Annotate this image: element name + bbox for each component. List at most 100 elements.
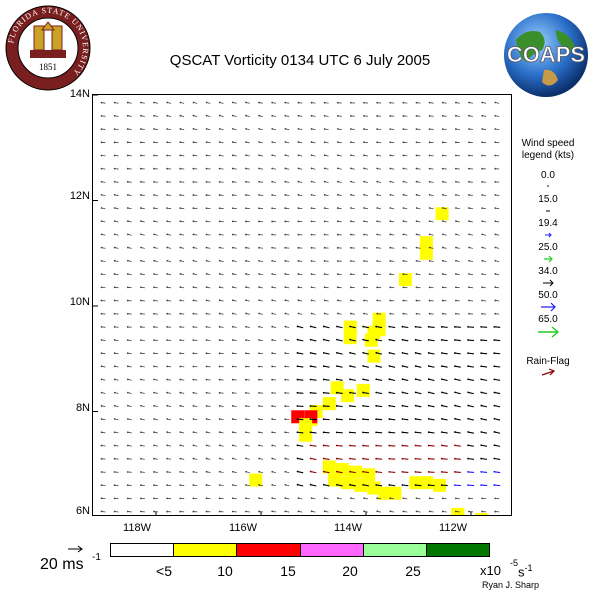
wind-vector-head	[192, 457, 195, 460]
wind-vector-head	[336, 325, 338, 328]
wind-vector-head	[467, 417, 470, 420]
wind-vector-head	[389, 167, 392, 170]
wind-vector-head	[297, 220, 300, 223]
wind-vector-head	[363, 260, 365, 262]
wind-vector	[481, 431, 488, 434]
wind-vector-head	[140, 444, 142, 447]
wind-vector-head	[100, 339, 103, 341]
wind-vector-head	[284, 114, 287, 117]
wind-vector-head	[297, 207, 300, 210]
wind-vector-head	[323, 154, 326, 157]
wind-vector-head	[336, 299, 339, 302]
wind-vector-head	[349, 101, 352, 104]
wind-vector-head	[310, 286, 313, 289]
wind-vector-head	[166, 167, 169, 170]
wind-vector-head	[126, 273, 129, 275]
wind-vector-head	[100, 431, 103, 434]
legend-value: 19.4	[538, 218, 558, 229]
wind-vector-head	[258, 220, 260, 223]
wind-vector-head	[166, 128, 169, 130]
wind-vector-head	[231, 312, 234, 315]
wind-vector-head	[428, 180, 431, 183]
wind-vector-head	[179, 510, 182, 513]
wind-vector-head	[310, 510, 313, 513]
wind-vector-head	[402, 260, 405, 262]
wind-vector-head	[179, 273, 182, 275]
wind-vector-head	[205, 114, 208, 117]
wind-vector-head	[258, 510, 260, 513]
vorticity-cell	[419, 246, 433, 260]
wind-vector-head	[179, 484, 182, 487]
wind-vector	[310, 484, 317, 487]
wind-vector-head	[284, 431, 287, 434]
wind-vector-head	[428, 312, 431, 315]
wind-vector-head	[166, 286, 169, 289]
wind-vector-head	[415, 259, 418, 262]
wind-vector-head	[179, 352, 182, 355]
wind-vector-head	[297, 128, 300, 130]
wind-vector-head	[323, 286, 326, 289]
wind-vector-head	[258, 154, 261, 157]
wind-vector-head	[271, 312, 274, 315]
wind-vector	[402, 365, 409, 368]
wind-vector-head	[284, 207, 287, 210]
wind-vector-head	[166, 114, 169, 117]
wind-vector-head	[218, 325, 221, 328]
wind-vector-head	[415, 220, 418, 223]
wind-vector-head	[192, 339, 195, 342]
wind-vector-head	[494, 510, 497, 513]
vorticity-cell	[419, 476, 433, 490]
wind-vector-head	[244, 378, 247, 381]
wind-vector-head	[363, 207, 366, 209]
wind-vector-head	[428, 167, 431, 170]
wind-vector-head	[244, 220, 247, 223]
wind-vector-head	[153, 167, 155, 170]
wind-vector-head	[113, 457, 116, 460]
wind-vector-head	[258, 405, 260, 407]
wind-vector-head	[363, 193, 366, 196]
wind-vector-head	[428, 207, 431, 209]
wind-vector-head	[402, 101, 405, 104]
wind-vector-head	[244, 194, 247, 196]
wind-vector-head	[113, 299, 116, 302]
wind-vector-head	[284, 154, 287, 157]
wind-vector	[323, 325, 330, 329]
vorticity-cell	[299, 428, 313, 442]
wind-vector-head	[140, 431, 142, 434]
wind-vector-head	[100, 141, 103, 144]
wind-vector-head	[139, 312, 142, 315]
wind-vector-head	[427, 457, 430, 460]
wind-vector-head	[231, 259, 234, 262]
wind-vector-head	[126, 418, 129, 420]
wind-vector-head	[440, 365, 443, 368]
wind-vector-head	[153, 339, 155, 342]
wind-vector-head	[309, 470, 312, 473]
wind-vector-head	[402, 299, 405, 302]
wind-vector	[428, 405, 435, 408]
x-tick-114w: 114W	[334, 522, 362, 534]
wind-vector-head	[126, 484, 129, 487]
wind-vector-head	[296, 352, 299, 354]
wind-vector	[349, 484, 356, 487]
wind-vector-head	[126, 312, 129, 315]
wind-vector-head	[153, 273, 156, 275]
wind-vector-head	[258, 194, 260, 196]
wind-vector-head	[153, 431, 156, 434]
wind-vector-head	[350, 180, 352, 183]
wind-vector-head	[166, 312, 169, 315]
wind-vector-head	[284, 167, 287, 170]
wind-vector-head	[467, 484, 469, 487]
wind-vector-head	[179, 404, 182, 407]
wind-vector-head	[284, 194, 287, 196]
wind-vector-head	[309, 431, 312, 434]
wind-vector-head	[480, 431, 483, 433]
wind-vector-head	[140, 101, 142, 104]
wind-vector-head	[454, 497, 457, 500]
wind-vector-head	[258, 167, 260, 170]
wind-vector-head	[271, 246, 274, 249]
wind-vector-head	[126, 141, 129, 144]
wind-vector-head	[375, 391, 378, 394]
wind-vector-head	[493, 484, 496, 486]
wind-vector-head	[100, 180, 103, 183]
wind-vector	[481, 471, 488, 474]
